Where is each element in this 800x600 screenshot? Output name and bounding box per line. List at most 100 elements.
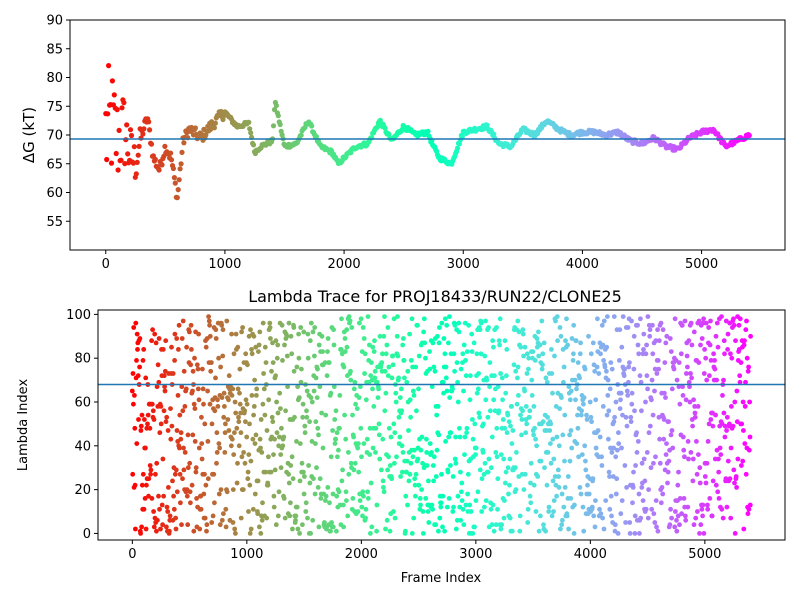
lambda-point [734, 388, 740, 394]
lambda-point [702, 347, 707, 352]
delta-g-point [148, 141, 155, 147]
lambda-point [381, 489, 387, 495]
lambda-point [200, 386, 206, 392]
lambda-point [497, 342, 502, 348]
lambda-point [260, 401, 266, 407]
lambda-point [280, 358, 285, 363]
lambda-point [642, 478, 648, 484]
lambda-point [414, 408, 419, 414]
lambda-point [368, 531, 373, 536]
lambda-point [468, 509, 474, 514]
lambda-point [665, 469, 671, 475]
lambda-point [270, 360, 276, 365]
lambda-point [456, 329, 462, 335]
lambda-point [139, 412, 145, 418]
lambda-point [478, 351, 484, 357]
lambda-point [140, 471, 146, 477]
lambda-point [581, 395, 587, 400]
lambda-point [296, 395, 302, 400]
lambda-point [376, 421, 382, 427]
lambda-point [306, 463, 311, 468]
bottom-y-ticks: 0 20 40 60 80 100 [66, 308, 98, 542]
lambda-point [399, 443, 405, 449]
lambda-point [397, 395, 403, 400]
lambda-point [486, 325, 491, 330]
lambda-point [352, 379, 358, 385]
lambda-point [746, 364, 751, 370]
lambda-point [440, 524, 445, 530]
lambda-point [369, 524, 375, 530]
lambda-point [713, 412, 718, 418]
lambda-point [567, 458, 573, 464]
lambda-point [664, 333, 670, 339]
lambda-point [592, 524, 598, 530]
lambda-point [708, 358, 714, 363]
lambda-point [438, 504, 444, 510]
lambda-point [254, 393, 259, 398]
lambda-point [490, 338, 496, 344]
lambda-point [518, 344, 524, 350]
lambda-point [669, 428, 675, 433]
lambda-point [157, 506, 162, 512]
lambda-point [582, 366, 588, 372]
lambda-point [337, 425, 342, 431]
lambda-point [556, 474, 561, 479]
delta-g-point [298, 132, 304, 138]
lambda-point [356, 441, 361, 446]
lambda-point [737, 373, 743, 379]
delta-g-point [271, 107, 278, 113]
lambda-point [265, 482, 271, 488]
lambda-point [238, 515, 244, 521]
lambda-point [514, 450, 519, 455]
lambda-point [379, 360, 385, 365]
lambda-point [150, 408, 156, 414]
lambda-point [600, 515, 605, 521]
lambda-point [697, 465, 703, 471]
lambda-point [150, 327, 156, 333]
delta-g-point [454, 145, 461, 151]
lambda-point [641, 331, 647, 337]
lambda-point [331, 327, 336, 333]
delta-g-point [147, 127, 153, 133]
lambda-point [496, 338, 502, 344]
lambda-point [623, 414, 629, 420]
lambda-point [638, 316, 643, 322]
delta-g-point [248, 130, 254, 136]
lambda-point [720, 393, 725, 398]
lambda-point [205, 476, 211, 482]
lambda-point [274, 430, 280, 436]
lambda-point [312, 353, 317, 359]
lambda-point [662, 360, 668, 365]
lambda-point [155, 517, 160, 523]
lambda-point [272, 467, 278, 473]
lambda-point [733, 338, 738, 344]
lambda-point [413, 471, 419, 477]
lambda-point [527, 493, 533, 499]
lambda-point [705, 439, 711, 444]
lambda-point [288, 333, 294, 339]
lambda-point [460, 351, 466, 357]
lambda-point [240, 487, 246, 492]
lambda-point [578, 340, 583, 346]
lambda-point [522, 471, 528, 477]
top-x-ticks: 0 1000 2000 3000 4000 5000 [102, 250, 718, 272]
lambda-point [313, 375, 319, 381]
lambda-point [246, 509, 251, 514]
lambda-point [678, 351, 684, 357]
lambda-point [217, 522, 223, 528]
lambda-point [474, 351, 480, 357]
lambda-point [202, 421, 208, 427]
lambda-point [682, 318, 688, 324]
lambda-point [279, 425, 284, 431]
lambda-point [553, 404, 559, 409]
lambda-point [182, 450, 188, 455]
lambda-point [331, 384, 337, 390]
lambda-point [612, 522, 618, 528]
lambda-point [703, 355, 709, 361]
lambda-point [356, 395, 362, 400]
lambda-point [446, 340, 451, 346]
top-y-ticks: 55 60 65 70 75 80 85 90 [46, 14, 70, 230]
lambda-point [742, 338, 747, 344]
lambda-point [464, 430, 469, 436]
bottom-chart-title: Lambda Trace for PROJ18433/RUN22/CLONE25 [248, 287, 622, 306]
